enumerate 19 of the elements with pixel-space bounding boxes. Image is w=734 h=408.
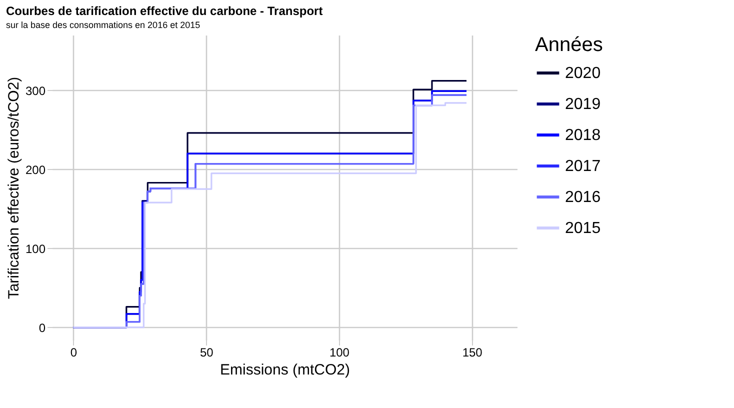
legend-label: 2017 — [565, 158, 601, 175]
y-tick-label: 300 — [25, 84, 46, 98]
y-tick-label: 0 — [38, 320, 46, 335]
x-tick-label: 100 — [329, 346, 350, 360]
chart-subtitle: sur la base des consommations en 2016 et 2015 — [6, 20, 200, 30]
legend-label: 2018 — [565, 127, 601, 144]
legend-title: Années — [535, 34, 603, 56]
x-tick-label: 50 — [200, 346, 214, 360]
x-tick-label: 150 — [462, 346, 483, 360]
y-tick-label: 200 — [25, 162, 46, 177]
legend-label: 2020 — [565, 65, 601, 82]
x-axis-title: Emissions (mtCO2) — [220, 362, 350, 378]
legend-label: 2016 — [565, 189, 601, 206]
legend-label: 2019 — [565, 96, 601, 113]
legend-label: 2015 — [565, 220, 601, 237]
chart-title: Courbes de tarification effective du carbone - Transport — [6, 4, 323, 18]
y-tick-label: 100 — [25, 242, 46, 256]
y-axis-title: Tarification effective (euros/tCO2) — [5, 76, 22, 300]
x-tick-label: 0 — [70, 346, 78, 360]
